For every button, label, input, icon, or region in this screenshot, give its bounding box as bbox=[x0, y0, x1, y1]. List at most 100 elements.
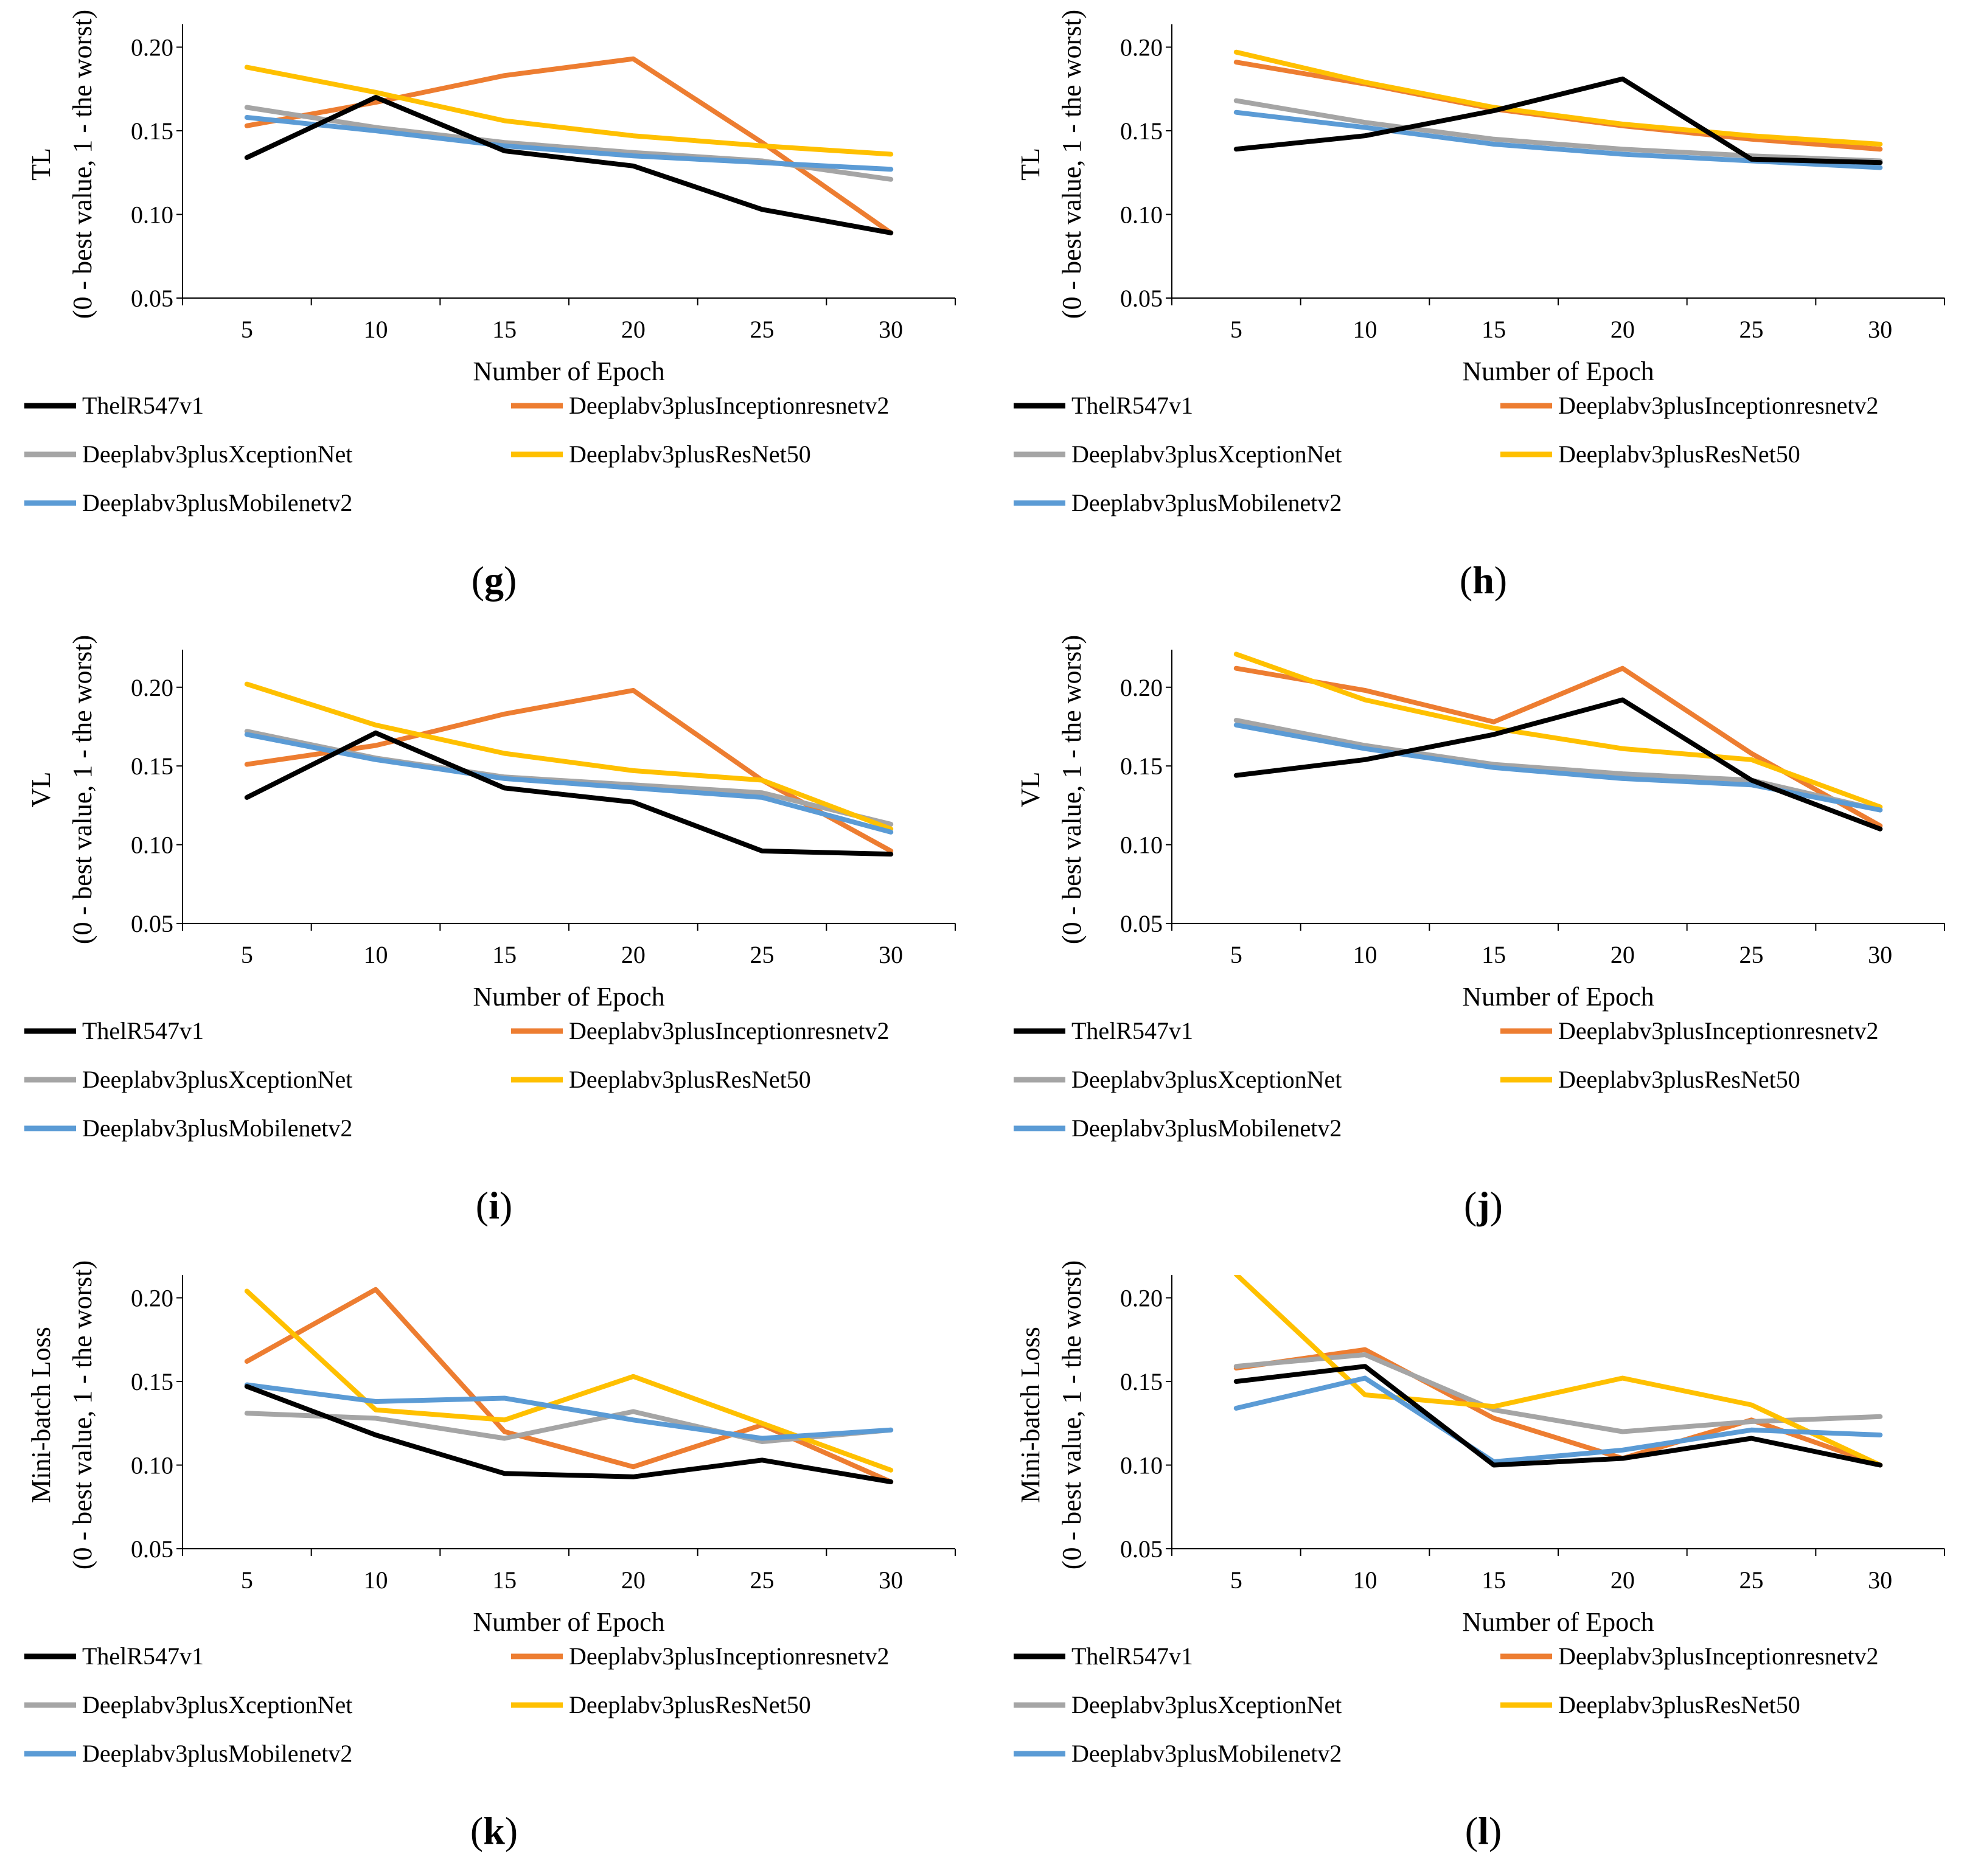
series-line-Deeplabv3plusResNet50 bbox=[1233, 651, 1883, 810]
legend-entry: Deeplabv3plusInceptionresnetv2 bbox=[511, 1642, 890, 1670]
legend-label: Deeplabv3plusMobilenetv2 bbox=[1071, 489, 1342, 516]
y-axis-subtitle: (0 - best value, 1 - the worst) bbox=[68, 1260, 97, 1569]
legend-entry: Deeplabv3plusInceptionresnetv2 bbox=[1500, 1642, 1879, 1670]
x-tick-label: 15 bbox=[492, 1566, 517, 1594]
y-tick-label: 0.15 bbox=[1120, 1368, 1163, 1395]
legend-label: Deeplabv3plusInceptionresnetv2 bbox=[569, 1017, 890, 1044]
legend-label: Deeplabv3plusResNet50 bbox=[569, 440, 811, 468]
y-tick-label: 0.20 bbox=[1120, 674, 1163, 701]
y-axis-title: TL bbox=[26, 148, 56, 181]
x-tick-label: 10 bbox=[364, 1566, 388, 1594]
legend-entry: Deeplabv3plusXceptionNet bbox=[1014, 440, 1342, 468]
x-tick-label: 25 bbox=[750, 1566, 775, 1594]
x-tick-label: 15 bbox=[492, 941, 517, 968]
x-tick-label: 20 bbox=[621, 316, 646, 343]
legend-entry: Deeplabv3plusResNet50 bbox=[1500, 1691, 1800, 1718]
series-line-Deeplabv3plusInceptionresnetv2 bbox=[1233, 1347, 1883, 1468]
panel-caption: (g) bbox=[472, 558, 517, 602]
panel-k: 0.05 0.10 0.15 0.20 5 10 15 20 25 30 Number of Epo… bbox=[0, 1251, 989, 1876]
x-tick-label: 30 bbox=[1868, 1566, 1892, 1594]
x-tick-label: 25 bbox=[1739, 1566, 1764, 1594]
x-tick-label: 15 bbox=[492, 316, 517, 343]
x-axis-title: Number of Epoch bbox=[1462, 982, 1654, 1012]
chart-l: 0.05 0.10 0.15 0.20 5 10 15 20 25 30 Number of Epo… bbox=[1014, 1260, 1945, 1852]
legend-entry: Deeplabv3plusXceptionNet bbox=[24, 440, 352, 468]
x-tick-label: 20 bbox=[621, 941, 646, 968]
legend-label: Deeplabv3plusXceptionNet bbox=[82, 1066, 352, 1093]
legend-label: ThelR547v1 bbox=[1071, 1642, 1193, 1670]
legend-label: Deeplabv3plusResNet50 bbox=[569, 1691, 811, 1718]
x-tick-label: 5 bbox=[1230, 941, 1242, 968]
x-tick-label: 20 bbox=[1611, 941, 1635, 968]
panel-g: 0.05 0.10 0.15 0.20 5 10 15 20 25 30 Number of Epo… bbox=[0, 0, 989, 625]
y-axis-subtitle: (0 - best value, 1 - the worst) bbox=[1057, 635, 1087, 944]
x-tick-label: 10 bbox=[1353, 316, 1377, 343]
legend-entry: ThelR547v1 bbox=[1014, 1017, 1193, 1044]
legend-label: Deeplabv3plusXceptionNet bbox=[82, 440, 352, 468]
chart-k: 0.05 0.10 0.15 0.20 5 10 15 20 25 30 Number of Epo… bbox=[24, 1260, 956, 1852]
x-tick-label: 25 bbox=[750, 941, 775, 968]
legend-entry: ThelR547v1 bbox=[24, 1017, 204, 1044]
y-tick-label: 0.10 bbox=[131, 1452, 173, 1479]
series-line-Deeplabv3plusXceptionNet bbox=[1233, 718, 1883, 813]
panel-caption: (k) bbox=[470, 1809, 518, 1852]
x-tick-label: 30 bbox=[1868, 941, 1892, 968]
series-line-Deeplabv3plusInceptionresnetv2 bbox=[244, 687, 894, 853]
x-tick-label: 20 bbox=[1611, 1566, 1635, 1594]
series-line-ThelR547v1 bbox=[1233, 76, 1883, 165]
y-axis-subtitle: (0 - best value, 1 - the worst) bbox=[1057, 10, 1087, 319]
x-axis-title: Number of Epoch bbox=[473, 1607, 664, 1637]
y-axis-title: Mini-batch Loss bbox=[26, 1327, 56, 1503]
series-line-Deeplabv3plusResNet50 bbox=[244, 681, 894, 832]
chart-h: 0.05 0.10 0.15 0.20 5 10 15 20 25 30 Number of Epo… bbox=[1014, 10, 1945, 602]
x-tick-label: 5 bbox=[1230, 1566, 1242, 1594]
y-axis-subtitle: (0 - best value, 1 - the worst) bbox=[68, 10, 97, 319]
legend-entry: ThelR547v1 bbox=[24, 392, 204, 419]
legend-label: Deeplabv3plusXceptionNet bbox=[82, 1691, 352, 1718]
x-axis-title: Number of Epoch bbox=[1462, 1607, 1654, 1637]
legend-label: ThelR547v1 bbox=[82, 392, 204, 419]
series-line-Deeplabv3plusXceptionNet bbox=[244, 729, 894, 827]
legend-label: Deeplabv3plusMobilenetv2 bbox=[1071, 1114, 1342, 1142]
legend-entry: Deeplabv3plusXceptionNet bbox=[1014, 1066, 1342, 1093]
legend-entry: Deeplabv3plusInceptionresnetv2 bbox=[511, 392, 890, 419]
chart-g: 0.05 0.10 0.15 0.20 5 10 15 20 25 30 Number of Epo… bbox=[24, 10, 956, 602]
legend-label: Deeplabv3plusResNet50 bbox=[1558, 1691, 1800, 1718]
chart-i: 0.05 0.10 0.15 0.20 5 10 15 20 25 30 Number of Epo… bbox=[24, 635, 956, 1227]
panel-h: 0.05 0.10 0.15 0.20 5 10 15 20 25 30 Number of Epo… bbox=[989, 0, 1978, 625]
x-tick-label: 25 bbox=[1739, 941, 1764, 968]
legend-entry: Deeplabv3plusResNet50 bbox=[1500, 1066, 1800, 1093]
y-axis-title: TL bbox=[1015, 148, 1045, 181]
legend-entry: Deeplabv3plusResNet50 bbox=[511, 1066, 811, 1093]
legend-entry: Deeplabv3plusResNet50 bbox=[511, 440, 811, 468]
legend-label: Deeplabv3plusMobilenetv2 bbox=[82, 489, 352, 516]
legend-entry: ThelR547v1 bbox=[1014, 392, 1193, 419]
x-tick-label: 5 bbox=[241, 1566, 253, 1594]
legend-label: Deeplabv3plusResNet50 bbox=[1558, 1066, 1800, 1093]
legend-entry: Deeplabv3plusMobilenetv2 bbox=[1014, 1114, 1342, 1142]
series-line-Deeplabv3plusXceptionNet bbox=[1233, 1352, 1883, 1434]
legend-label: ThelR547v1 bbox=[82, 1642, 204, 1670]
series-line-Deeplabv3plusMobilenetv2 bbox=[244, 732, 894, 835]
y-tick-label: 0.15 bbox=[1120, 117, 1163, 145]
y-axis-title: VL bbox=[1015, 772, 1045, 808]
series-line-Deeplabv3plusResNet50 bbox=[1233, 1275, 1883, 1468]
legend-entry: ThelR547v1 bbox=[1014, 1642, 1193, 1670]
series-line-ThelR547v1 bbox=[1233, 1364, 1883, 1468]
series-line-Deeplabv3plusResNet50 bbox=[244, 1288, 894, 1473]
x-tick-label: 30 bbox=[1868, 316, 1892, 343]
legend-label: Deeplabv3plusMobilenetv2 bbox=[82, 1740, 352, 1767]
legend-entry: Deeplabv3plusResNet50 bbox=[511, 1691, 811, 1718]
y-tick-label: 0.10 bbox=[1120, 201, 1163, 229]
x-tick-label: 5 bbox=[241, 941, 253, 968]
legend-entry: Deeplabv3plusMobilenetv2 bbox=[1014, 489, 1342, 516]
series-line-ThelR547v1 bbox=[244, 730, 894, 857]
legend-entry: Deeplabv3plusInceptionresnetv2 bbox=[1500, 392, 1879, 419]
legend-entry: ThelR547v1 bbox=[24, 1642, 204, 1670]
series-line-Deeplabv3plusInceptionresnetv2 bbox=[244, 1287, 894, 1484]
series-line-ThelR547v1 bbox=[244, 1384, 894, 1484]
panel-caption: (h) bbox=[1460, 558, 1507, 602]
y-tick-label: 0.05 bbox=[1120, 285, 1163, 312]
legend-entry: Deeplabv3plusXceptionNet bbox=[24, 1066, 352, 1093]
